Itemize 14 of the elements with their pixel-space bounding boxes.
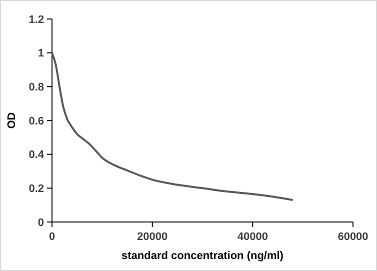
line-series [51, 52, 294, 202]
y-tick-label: 0.2 [28, 183, 44, 196]
x-tick-label: 60000 [338, 231, 368, 243]
y-tick-label: 1 [38, 48, 44, 60]
y-tick-label: 0 [38, 216, 44, 229]
x-tick-label: 20000 [137, 231, 168, 243]
y-tick-label: 0.8 [28, 82, 44, 94]
y-tick-label: 1.2 [28, 14, 44, 26]
y-axis-title: OD [6, 112, 18, 129]
y-tick-label: 0.4 [28, 149, 45, 162]
x-tick-label: 0 [48, 231, 56, 243]
x-axis-title: standard concentration (ng/ml) [122, 250, 284, 262]
y-tick-label: 0.6 [28, 115, 44, 128]
x-tick-label: 40000 [237, 231, 268, 243]
